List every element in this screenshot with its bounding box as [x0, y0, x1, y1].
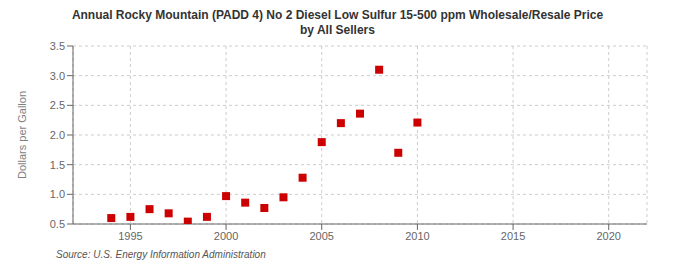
html-text:Source: U.S. Energy Informatio: Source: U.S. Energy Information Administ… [56, 249, 266, 260]
svg-text:1.5: 1.5 [50, 159, 65, 171]
svg-text:Dollars per Gallon: Dollars per Gallon [16, 91, 28, 179]
html-text:by All Sellers: by All Sellers [300, 23, 375, 37]
svg-text:1.0: 1.0 [50, 188, 65, 200]
svg-text:3.0: 3.0 [50, 70, 65, 82]
svg-text:3.5: 3.5 [50, 40, 65, 52]
svg-text:2020: 2020 [596, 230, 620, 242]
svg-text:2.0: 2.0 [50, 129, 65, 141]
svg-text:2000: 2000 [214, 230, 238, 242]
svg-text:2005: 2005 [309, 230, 333, 242]
svg-text:1995: 1995 [118, 230, 142, 242]
svg-text:2015: 2015 [501, 230, 525, 242]
svg-text:0.5: 0.5 [50, 218, 65, 230]
svg-text:2.5: 2.5 [50, 99, 65, 111]
html-text:Annual Rocky Mountain (PADD 4): Annual Rocky Mountain (PADD 4) No 2 Dies… [71, 8, 604, 22]
svg-text:2010: 2010 [405, 230, 429, 242]
